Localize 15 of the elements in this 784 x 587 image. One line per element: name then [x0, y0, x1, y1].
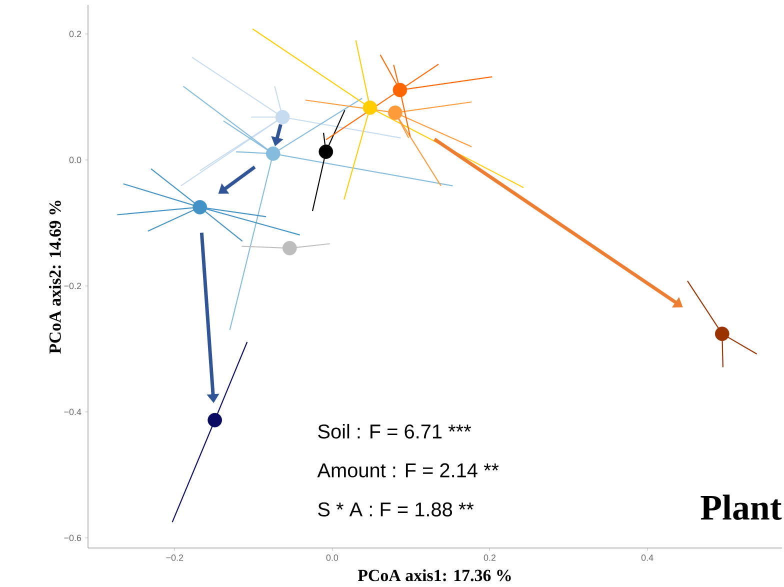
annotation: Amount : F = 2.14 ** [317, 463, 499, 478]
y-tick-label: −0.6 [64, 534, 82, 542]
x-axis-title: PCoA axis1: 17.36 % [358, 569, 511, 582]
y-tick-label: 0.0 [69, 156, 82, 164]
annotation: Soil : F = 6.71 *** [318, 424, 472, 439]
y-axis-title: PCoA axis2: 14.69 % [48, 200, 61, 354]
x-tick-label: −0.2 [166, 554, 184, 561]
x-tick-label: 0.4 [641, 554, 654, 561]
y-tick-label: −0.2 [64, 282, 82, 290]
y-tick-label: −0.4 [64, 408, 82, 416]
annotation: S * A : F = 1.88 ** [318, 502, 474, 516]
annotation: Plant [700, 494, 782, 520]
x-tick-label: 0.2 [484, 554, 496, 561]
y-tick-label: 0.2 [69, 30, 82, 38]
x-tick-label: 0.0 [326, 554, 338, 561]
